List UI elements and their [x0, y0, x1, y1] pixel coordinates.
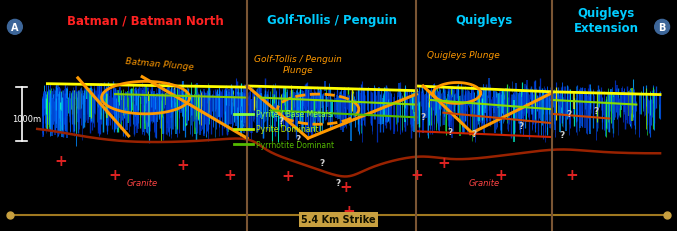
Text: Golf-Tollis / Penguin
Plunge: Golf-Tollis / Penguin Plunge — [254, 55, 342, 74]
Text: ?: ? — [420, 112, 426, 121]
Text: Quigleys
Extension: Quigleys Extension — [573, 7, 638, 35]
Text: ?: ? — [319, 158, 324, 167]
Text: 1000m: 1000m — [12, 115, 41, 123]
Text: +: + — [339, 180, 351, 195]
Text: +: + — [343, 203, 355, 218]
Text: Batman Plunge: Batman Plunge — [125, 57, 194, 72]
Text: ?: ? — [566, 110, 571, 119]
Text: Pyrite / Base Metals: Pyrite / Base Metals — [256, 110, 332, 119]
Text: Granite: Granite — [468, 178, 500, 187]
Text: Batman / Batman North: Batman / Batman North — [67, 14, 224, 27]
Text: ?: ? — [336, 178, 341, 187]
Text: Quigleys: Quigleys — [456, 14, 512, 27]
Text: ?: ? — [519, 122, 524, 130]
Text: Granite: Granite — [127, 178, 158, 187]
Text: B: B — [659, 23, 665, 33]
Text: +: + — [437, 155, 450, 170]
Text: +: + — [55, 153, 67, 168]
Text: +: + — [566, 167, 578, 182]
Text: ?: ? — [559, 131, 565, 140]
Text: ?: ? — [593, 106, 598, 115]
Text: +: + — [177, 158, 189, 173]
Text: +: + — [495, 167, 507, 182]
Ellipse shape — [655, 20, 670, 35]
Text: +: + — [410, 167, 422, 182]
Text: +: + — [109, 167, 121, 182]
Text: Golf-Tollis / Penguin: Golf-Tollis / Penguin — [267, 14, 397, 27]
Text: Pyrite Dominant: Pyrite Dominant — [256, 125, 318, 134]
Text: A: A — [11, 23, 19, 33]
Ellipse shape — [7, 20, 22, 35]
Text: ?: ? — [278, 117, 284, 126]
Text: Pyrrhotite Dominant: Pyrrhotite Dominant — [256, 140, 334, 149]
Text: ?: ? — [471, 130, 477, 138]
Text: 5.4 Km Strike: 5.4 Km Strike — [301, 214, 376, 225]
Text: ?: ? — [295, 134, 301, 143]
Text: +: + — [282, 168, 294, 183]
Text: +: + — [224, 167, 236, 182]
Text: Quigleys Plunge: Quigleys Plunge — [427, 51, 500, 60]
Text: ?: ? — [447, 127, 453, 136]
